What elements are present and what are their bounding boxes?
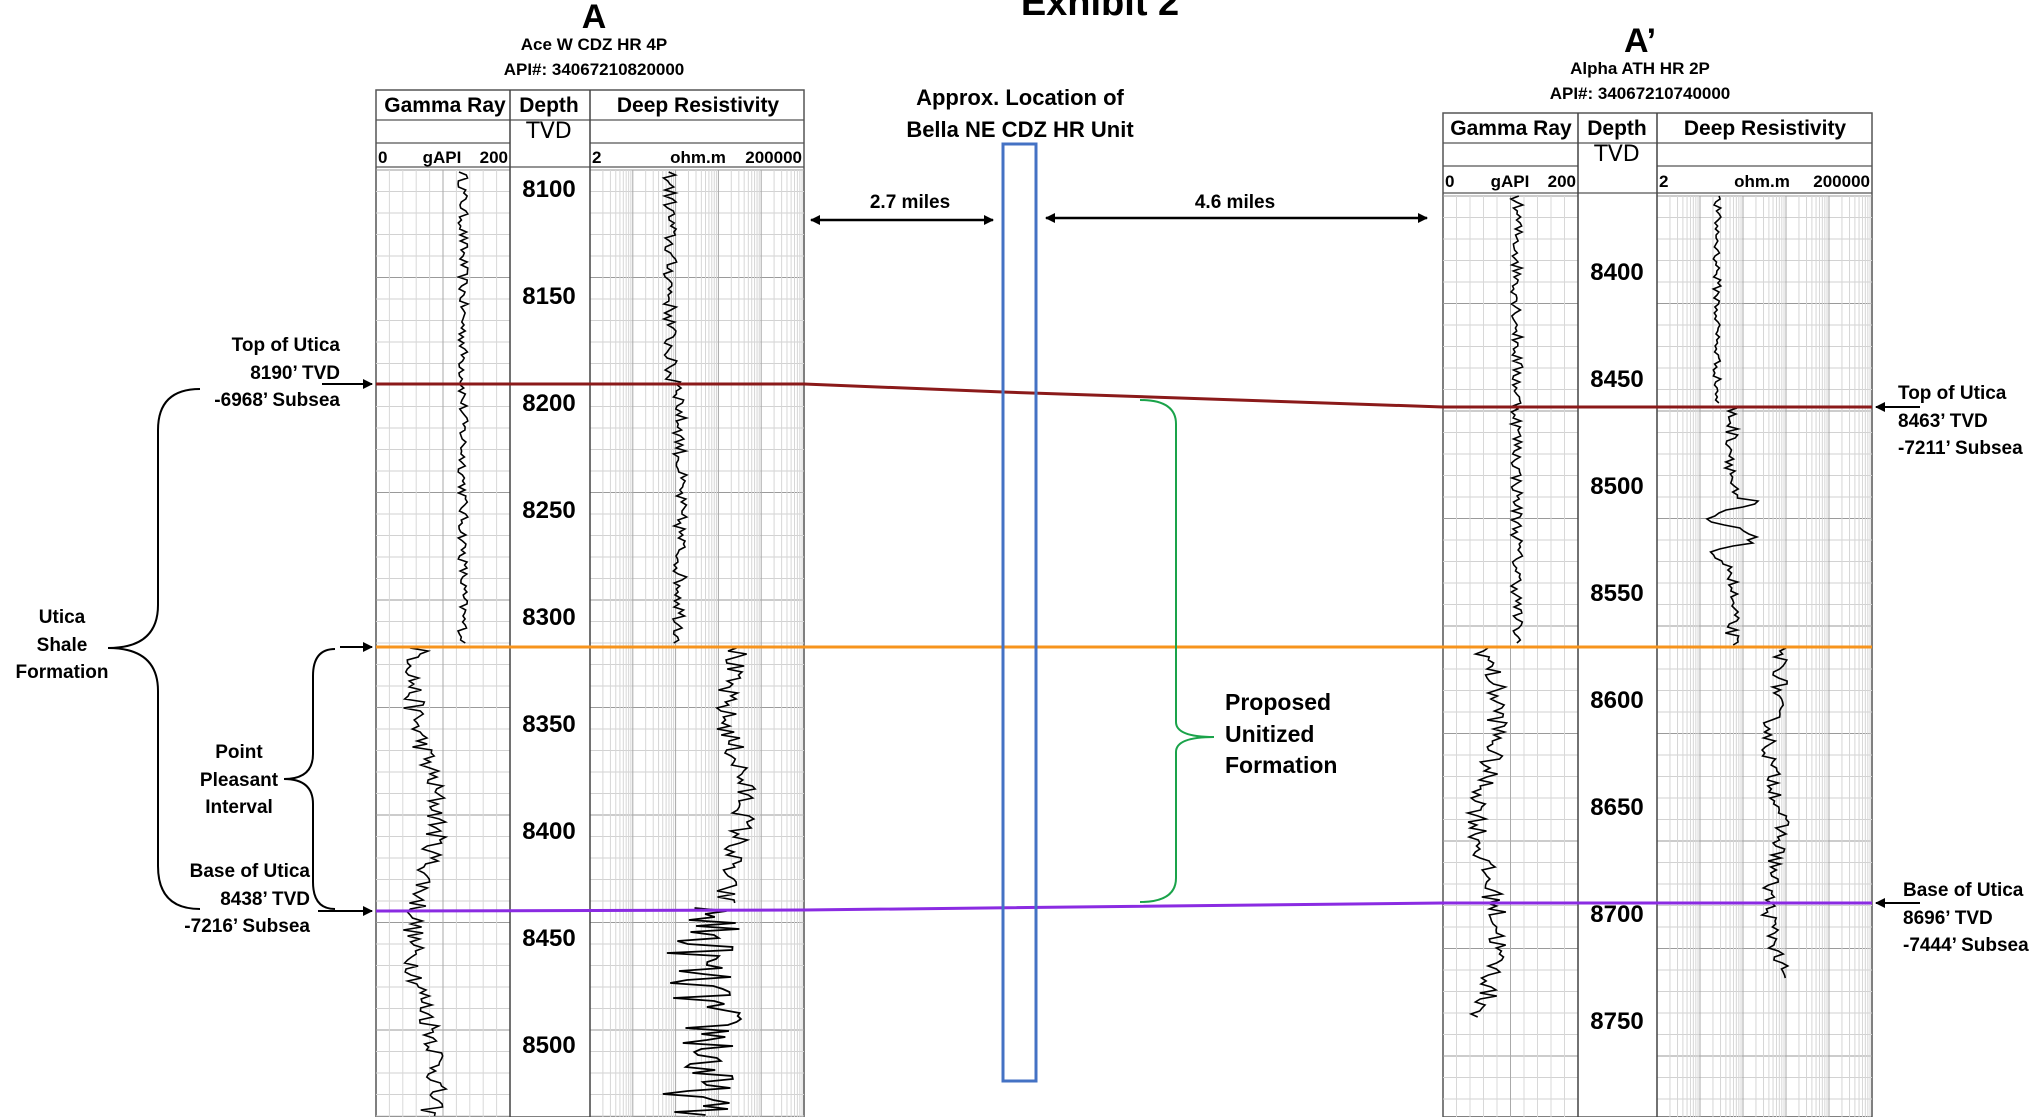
well-a-depth-label: 8200 bbox=[522, 390, 575, 417]
well-a-gamma-max: 200 bbox=[480, 148, 508, 167]
well-b-letter: A’ bbox=[1623, 22, 1657, 60]
left-distance-label: 2.7 miles bbox=[869, 192, 951, 213]
proposed-unitized-formation-label: Proposed Unitized Formation bbox=[1225, 687, 1385, 782]
well-b-depth-label: 8700 bbox=[1590, 901, 1643, 928]
utica-formation-brace bbox=[107, 388, 201, 910]
right-base-utica-line2: 8696’ TVD bbox=[1903, 907, 1993, 929]
top-utica-correlation-line bbox=[376, 382, 1872, 409]
utica-shale-line2: Shale bbox=[36, 634, 88, 656]
left-top-utica-line2: 8190’ TVD bbox=[250, 362, 340, 384]
well-a-depth-label: 8500 bbox=[522, 1032, 575, 1059]
well-b-res-max: 200000 bbox=[1813, 172, 1870, 191]
well-b-api: API#: 34067210740000 bbox=[1549, 84, 1731, 103]
well-b-depth-label: 8650 bbox=[1590, 794, 1643, 821]
well-b-depth-label: 8750 bbox=[1590, 1008, 1643, 1035]
right-top-utica-line3: -7211’ Subsea bbox=[1898, 438, 2023, 460]
unit-location-label: Approx. Location of Bella NE CDZ HR Unit bbox=[870, 82, 1170, 146]
well-b-gamma-max: 200 bbox=[1548, 172, 1576, 191]
well-b-depth-label: 8400 bbox=[1590, 259, 1643, 286]
point-pleasant-line1: Point bbox=[215, 742, 263, 763]
well-a-gamma-curve-lower bbox=[402, 647, 449, 1117]
well-b-gamma-curve-upper bbox=[1508, 195, 1526, 644]
well-b-resistivity-curve-lower bbox=[1759, 647, 1790, 979]
unit-location-box bbox=[1001, 142, 1038, 1083]
proposed-line3: Formation bbox=[1225, 752, 1338, 779]
well-b-depth-label: 8450 bbox=[1590, 366, 1643, 393]
well-a-log-panel: Gamma Ray Depth Deep Resistivity TVD 0 g… bbox=[375, 89, 805, 1117]
point-pleasant-brace bbox=[283, 648, 336, 910]
right-top-utica-label: Top of Utica 8463’ TVD -7211’ Subsea bbox=[1898, 380, 2038, 463]
well-a-name: Ace W CDZ HR 4P bbox=[520, 35, 668, 54]
well-a-resistivity-curve-upper bbox=[661, 171, 690, 644]
well-a-depth-label: 8100 bbox=[522, 176, 575, 203]
left-base-utica-line1: Base of Utica bbox=[189, 861, 310, 882]
utica-shale-line3: Formation bbox=[15, 662, 109, 684]
well-a-depth-label: 8400 bbox=[522, 818, 575, 845]
base-utica-correlation-line bbox=[375, 901, 1872, 913]
point-pleasant-line3: Interval bbox=[205, 797, 273, 819]
well-b-tvd-label: TVD bbox=[1593, 142, 1639, 167]
point-pleasant-label: Point Pleasant Interval bbox=[180, 739, 298, 822]
well-a-tvd-label: TVD bbox=[525, 119, 571, 144]
well-b-resistivity-curve-top bbox=[1711, 195, 1723, 404]
well-b-log-panel: Gamma Ray Depth Deep Resistivity TVD 0 g… bbox=[1442, 112, 1873, 1117]
well-a-res-unit: ohm.m bbox=[670, 148, 726, 167]
left-base-utica-label: Base of Utica 8438’ TVD -7216’ Subsea bbox=[170, 858, 310, 941]
right-distance-label: 4.6 miles bbox=[1194, 192, 1276, 213]
well-b-res-min: 2 bbox=[1659, 172, 1668, 191]
well-b-depth-header: Depth bbox=[1587, 117, 1647, 140]
point-pleasant-line2: Pleasant bbox=[199, 769, 279, 791]
left-top-utica-line3: -6968’ Subsea bbox=[214, 390, 340, 412]
utica-shale-line1: Utica bbox=[38, 607, 86, 628]
well-b-gamma-header: Gamma Ray bbox=[1450, 117, 1572, 140]
unit-location-line1: Approx. Location of bbox=[916, 85, 1124, 110]
well-a-resistivity-header: Deep Resistivity bbox=[617, 94, 780, 117]
well-a-gamma-header: Gamma Ray bbox=[384, 94, 506, 117]
left-top-utica-line1: Top of Utica bbox=[231, 335, 340, 356]
well-b-gamma-unit: gAPI bbox=[1491, 172, 1530, 191]
right-base-utica-line1: Base of Utica bbox=[1903, 880, 2024, 901]
well-b-gamma-min: 0 bbox=[1445, 172, 1454, 191]
well-b-res-unit: ohm.m bbox=[1734, 172, 1790, 191]
well-a-resistivity-curve-middle bbox=[715, 647, 757, 904]
right-top-utica-line2: 8463’ TVD bbox=[1898, 410, 1988, 432]
right-base-utica-label: Base of Utica 8696’ TVD -7444’ Subsea bbox=[1903, 877, 2041, 960]
proposed-line1: Proposed bbox=[1225, 689, 1332, 715]
well-b-gamma-curve-lower bbox=[1464, 647, 1509, 1018]
well-a-depth-label: 8300 bbox=[522, 604, 575, 631]
well-a-depth-label: 8250 bbox=[522, 497, 575, 524]
well-a-letter: A bbox=[581, 0, 607, 36]
unit-location-line2: Bella NE CDZ HR Unit bbox=[906, 116, 1134, 142]
well-a-res-min: 2 bbox=[592, 148, 601, 167]
well-b-resistivity-header: Deep Resistivity bbox=[1684, 117, 1847, 140]
well-a-api: API#: 34067210820000 bbox=[503, 60, 685, 79]
right-top-utica-line1: Top of Utica bbox=[1898, 383, 2007, 404]
left-base-utica-line3: -7216’ Subsea bbox=[184, 916, 310, 938]
proposed-unitized-bracket bbox=[1139, 399, 1215, 903]
well-a-depth-label: 8150 bbox=[522, 283, 575, 310]
well-b-resistivity-curve-upper bbox=[1705, 407, 1760, 646]
well-b-depth-label: 8550 bbox=[1590, 580, 1643, 607]
well-a-resistivity-curve-lower bbox=[662, 907, 743, 1116]
well-a-gamma-min: 0 bbox=[378, 148, 387, 167]
utica-shale-formation-label: Utica Shale Formation bbox=[0, 604, 124, 687]
exhibit-title: Exhibit 2 bbox=[1020, 0, 1180, 24]
well-a-res-max: 200000 bbox=[745, 148, 802, 167]
well-a-gamma-curve-upper bbox=[456, 171, 471, 644]
well-a-depth-label: 8450 bbox=[522, 925, 575, 952]
right-base-utica-line3: -7444’ Subsea bbox=[1903, 935, 2029, 957]
left-base-utica-line2: 8438’ TVD bbox=[220, 888, 310, 910]
well-b-depth-label: 8500 bbox=[1590, 473, 1643, 500]
left-top-utica-label: Top of Utica 8190’ TVD -6968’ Subsea bbox=[200, 332, 340, 415]
well-b-depth-label: 8600 bbox=[1590, 687, 1643, 714]
well-b-name: Alpha ATH HR 2P bbox=[1570, 59, 1710, 78]
well-a-depth-header: Depth bbox=[519, 94, 579, 117]
proposed-line2: Unitized bbox=[1225, 720, 1315, 747]
well-a-depth-label: 8350 bbox=[522, 711, 575, 738]
well-a-gamma-unit: gAPI bbox=[423, 148, 462, 167]
